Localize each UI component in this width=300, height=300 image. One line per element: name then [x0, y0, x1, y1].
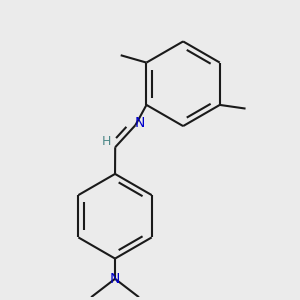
Text: N: N	[110, 272, 120, 286]
Text: N: N	[135, 116, 145, 130]
Text: H: H	[101, 135, 111, 148]
